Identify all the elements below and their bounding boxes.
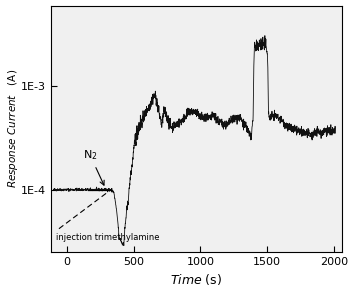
Text: injection trimethylamine: injection trimethylamine xyxy=(56,233,160,242)
Text: N$_2$: N$_2$ xyxy=(83,149,104,185)
X-axis label: $\it{Time}$ (s): $\it{Time}$ (s) xyxy=(170,272,223,287)
Y-axis label: $\it{Response\ Current}$   (A): $\it{Response\ Current}$ (A) xyxy=(6,69,19,188)
